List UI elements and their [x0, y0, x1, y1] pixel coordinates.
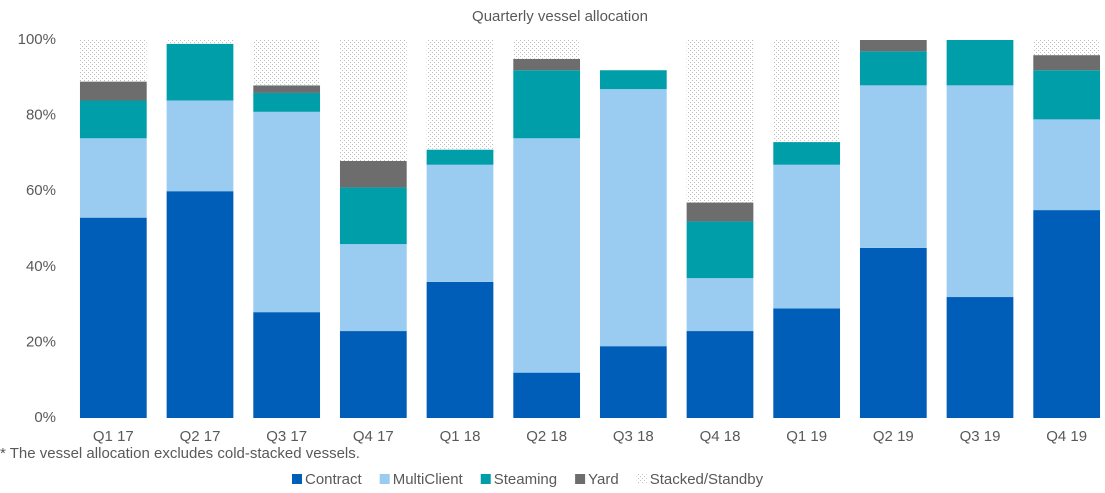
legend-swatch: [379, 474, 390, 484]
bar-segment: [686, 221, 754, 279]
bar-segment: [513, 58, 581, 71]
bar-segment: [1033, 210, 1101, 418]
bar-segment: [513, 40, 581, 59]
bar-segment: [339, 160, 407, 188]
legend-swatch: [636, 474, 647, 484]
bar-segment: [513, 372, 581, 418]
footnote: * The vessel allocation excludes cold-st…: [0, 445, 360, 462]
legend-label: Steaming: [494, 471, 557, 488]
bar-segment: [1033, 119, 1101, 211]
bar-segment: [166, 100, 234, 192]
y-tick-label: 40%: [26, 258, 56, 275]
bar-segment: [513, 138, 581, 373]
bar-segment: [339, 187, 407, 245]
x-tick-label: Q2 17: [180, 428, 221, 445]
bar-segment: [339, 244, 407, 332]
bar-segment: [426, 164, 494, 282]
legend-swatch: [575, 474, 586, 484]
bar-segment: [79, 138, 147, 218]
x-tick-label: Q2 18: [526, 428, 567, 445]
bar-segment: [1033, 70, 1101, 120]
bar-segment: [859, 40, 927, 52]
bar-segment: [686, 40, 754, 203]
bar-segment: [599, 89, 667, 347]
bar-segment: [253, 111, 321, 313]
bar-segment: [1033, 55, 1101, 71]
x-tick-label: Q4 18: [700, 428, 741, 445]
x-tick-label: Q4 17: [353, 428, 394, 445]
bar-segment: [426, 149, 494, 165]
y-tick-label: 0%: [34, 409, 56, 426]
x-tick-label: Q3 18: [613, 428, 654, 445]
bar-segment: [79, 81, 147, 101]
bar-segment: [79, 100, 147, 139]
x-tick-label: Q1 18: [440, 428, 481, 445]
bar-segment: [859, 85, 927, 248]
legend-label: Stacked/Standby: [650, 471, 764, 488]
bar-segment: [253, 40, 321, 86]
bar-segment: [166, 40, 234, 44]
x-tick-label: Q3 19: [960, 428, 1001, 445]
bar-segment: [166, 43, 234, 101]
bar-segment: [686, 202, 754, 222]
bar-segment: [253, 92, 321, 112]
x-tick-label: Q4 19: [1046, 428, 1087, 445]
legend-swatch: [292, 474, 302, 484]
y-tick-label: 60%: [26, 182, 56, 199]
legend-swatch: [480, 474, 491, 484]
bar-segment: [253, 312, 321, 418]
bar-segment: [773, 142, 841, 165]
y-tick-label: 20%: [26, 333, 56, 350]
bar-segment: [686, 331, 754, 418]
bar-segment: [946, 40, 1014, 86]
y-tick-label: 100%: [18, 31, 56, 48]
bar-segment: [946, 297, 1014, 418]
bar-segment: [1033, 40, 1101, 56]
x-tick-label: Q1 17: [93, 428, 134, 445]
bar-segment: [773, 164, 841, 309]
bar-segment: [79, 40, 147, 82]
legend-label: Contract: [305, 471, 363, 488]
x-tick-label: Q3 17: [266, 428, 307, 445]
legend-label: MultiClient: [393, 471, 464, 488]
bar-segment: [166, 191, 234, 418]
bar-segment: [859, 51, 927, 86]
bar-segment: [599, 346, 667, 418]
bar-segment: [79, 217, 147, 418]
bar-segment: [946, 85, 1014, 298]
x-tick-label: Q1 19: [786, 428, 827, 445]
legend-label: Yard: [588, 471, 619, 488]
x-tick-label: Q2 19: [873, 428, 914, 445]
bar-segment: [253, 85, 321, 93]
bar-segment: [599, 70, 667, 90]
bar-segment: [339, 40, 407, 161]
bar-segment: [773, 40, 841, 143]
y-tick-label: 80%: [26, 107, 56, 124]
bar-segment: [859, 247, 927, 418]
bar-segment: [426, 40, 494, 150]
chart-title: Quarterly vessel allocation: [472, 8, 648, 25]
bar-segment: [513, 70, 581, 139]
bar-segment: [339, 331, 407, 418]
bar-segment: [773, 308, 841, 418]
bar-segment: [426, 281, 494, 418]
bar-segment: [686, 278, 754, 332]
